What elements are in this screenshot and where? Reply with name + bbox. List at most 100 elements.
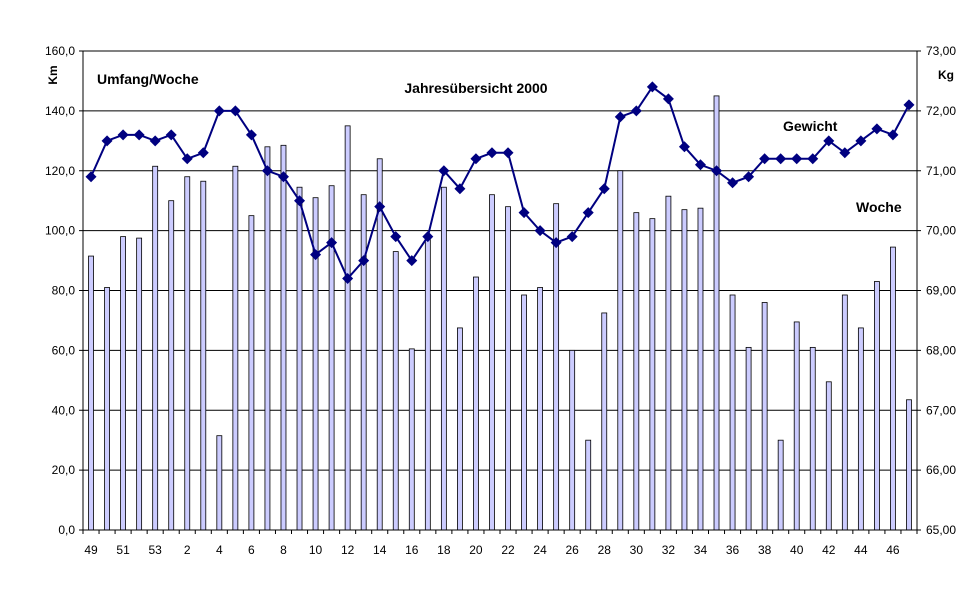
distance-bar bbox=[457, 327, 463, 531]
weight-point bbox=[791, 153, 803, 165]
y2-tick-label: 72,00 bbox=[926, 104, 956, 118]
distance-bar bbox=[729, 294, 736, 531]
y2-tick-label: 70,00 bbox=[926, 224, 956, 238]
distance-bar bbox=[232, 165, 239, 531]
y-tick-label: 160,0 bbox=[45, 44, 75, 58]
y2-tick-label: 67,00 bbox=[926, 403, 956, 417]
x-tick-label: 34 bbox=[694, 543, 708, 557]
weight-point bbox=[694, 159, 706, 171]
distance-bar bbox=[697, 207, 704, 531]
weight-line-path bbox=[90, 85, 910, 281]
x-tick-label: 53 bbox=[148, 543, 162, 557]
weight-point bbox=[374, 201, 386, 213]
y-tick-label: 120,0 bbox=[45, 164, 75, 178]
weight-point bbox=[582, 207, 594, 219]
weight-point bbox=[534, 225, 546, 237]
weight-point bbox=[165, 129, 177, 141]
x-tick-label: 12 bbox=[341, 543, 355, 557]
x-tick-label: 6 bbox=[248, 543, 255, 557]
x-tick-label: 18 bbox=[437, 543, 451, 557]
distance-bar bbox=[906, 399, 912, 531]
x-tick-label: 26 bbox=[565, 543, 579, 557]
distance-bar bbox=[344, 125, 351, 531]
weight-point bbox=[502, 147, 514, 159]
distance-bar bbox=[809, 346, 816, 531]
distance-bar bbox=[537, 287, 543, 531]
weight-point bbox=[887, 129, 899, 141]
x-tick-label: 36 bbox=[726, 543, 740, 557]
weight-point bbox=[390, 231, 402, 243]
weight-point bbox=[727, 177, 739, 189]
distance-bar bbox=[200, 180, 207, 531]
week-axis-label: Woche bbox=[856, 199, 902, 215]
distance-bar bbox=[264, 146, 271, 531]
distance-bar bbox=[761, 302, 768, 531]
weight-point bbox=[871, 123, 883, 135]
y-tick-label: 80,0 bbox=[52, 284, 76, 298]
x-tick-label: 14 bbox=[373, 543, 387, 557]
distance-bar bbox=[216, 435, 223, 531]
distance-bar bbox=[890, 246, 896, 531]
x-tick-label: 32 bbox=[662, 543, 676, 557]
distance-bar bbox=[248, 215, 255, 531]
weight-point bbox=[406, 255, 418, 267]
weight-point bbox=[261, 165, 273, 177]
weight-point bbox=[229, 105, 241, 117]
distance-bar bbox=[296, 186, 303, 531]
distance-bar bbox=[489, 194, 495, 531]
distance-bar bbox=[617, 170, 624, 531]
x-tick-label: 24 bbox=[533, 543, 547, 557]
x-tick-label: 49 bbox=[84, 543, 98, 557]
weight-point bbox=[197, 147, 209, 159]
y-tick-label: 20,0 bbox=[52, 463, 76, 477]
distance-bar bbox=[184, 176, 191, 531]
weight-point bbox=[294, 195, 306, 207]
x-tick-label: 44 bbox=[854, 543, 868, 557]
distance-bar bbox=[521, 294, 527, 531]
y-tick-label: 0,0 bbox=[58, 523, 75, 537]
distance-bar bbox=[280, 144, 287, 531]
x-tick-label: 38 bbox=[758, 543, 772, 557]
distance-bar bbox=[392, 251, 399, 531]
weight-point bbox=[711, 165, 723, 177]
weight-point bbox=[614, 111, 626, 123]
weight-point bbox=[358, 255, 370, 267]
weight-point bbox=[566, 231, 578, 243]
distance-bar bbox=[440, 186, 447, 531]
weight-line bbox=[85, 81, 915, 285]
weight-point bbox=[470, 153, 482, 165]
weight-point bbox=[438, 165, 450, 177]
distance-bar bbox=[601, 312, 608, 531]
weight-point bbox=[775, 153, 787, 165]
weight-point bbox=[646, 81, 658, 93]
x-tick-label: 20 bbox=[469, 543, 483, 557]
weight-point bbox=[855, 135, 867, 147]
distance-bar bbox=[874, 281, 880, 531]
weight-point bbox=[310, 249, 322, 261]
distance-bar bbox=[585, 439, 592, 531]
x-tick-label: 10 bbox=[309, 543, 323, 557]
x-tick-label: 8 bbox=[280, 543, 287, 557]
weight-point bbox=[678, 141, 690, 153]
y-tick-label: 40,0 bbox=[52, 403, 76, 417]
weight-point bbox=[662, 93, 674, 105]
x-axis-ticks: 49 51 53 2 4 6 8 10 12 14 16 18 20 22 24 26 28 30 32 34 36 38… bbox=[82, 530, 918, 557]
distance-bar bbox=[745, 346, 752, 531]
distance-bar bbox=[104, 287, 110, 531]
distance-bar bbox=[408, 348, 415, 531]
distance-bar bbox=[825, 381, 832, 531]
weight-point bbox=[181, 153, 193, 165]
grid-lines bbox=[83, 110, 917, 471]
y-tick-label: 140,0 bbox=[45, 104, 75, 118]
distance-bar bbox=[360, 194, 367, 531]
weight-point bbox=[277, 171, 289, 183]
x-tick-label: 42 bbox=[822, 543, 836, 557]
distance-bar bbox=[424, 239, 431, 531]
weight-point bbox=[598, 183, 610, 195]
y2-tick-label: 65,00 bbox=[926, 523, 956, 537]
x-tick-label: 4 bbox=[216, 543, 223, 557]
distance-bar bbox=[841, 294, 848, 531]
right-axis-label: Kg bbox=[938, 68, 954, 82]
distance-series-label: Umfang/Woche bbox=[97, 71, 199, 87]
